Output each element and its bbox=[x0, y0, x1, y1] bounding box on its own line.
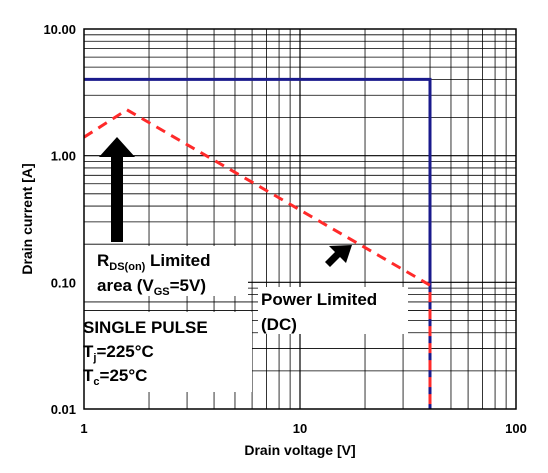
rds-label-line2: area (VGS=5V) bbox=[97, 276, 206, 298]
y-tick-label: 1.00 bbox=[51, 149, 76, 164]
plot-frame bbox=[83, 28, 517, 410]
y-tick-label: 0.10 bbox=[51, 275, 76, 290]
conditions-box bbox=[82, 312, 252, 392]
y-axis-ticks: 0.01 0.10 1.00 10.00 bbox=[43, 22, 76, 417]
y-tick-label: 0.01 bbox=[51, 402, 76, 417]
x-tick-label: 1 bbox=[80, 421, 87, 436]
rds-label-line1: RDS(on) Limited bbox=[97, 251, 211, 273]
power-label-line2: (DC) bbox=[261, 315, 297, 334]
series-line-power-limit bbox=[83, 108, 432, 409]
x-tick-label: 100 bbox=[505, 421, 527, 436]
power-limited-annotation: Power Limited (DC) bbox=[258, 245, 408, 334]
rds-label-box bbox=[84, 246, 248, 296]
power-arrow-icon bbox=[325, 245, 352, 267]
tc-label: Tc=25°C bbox=[83, 366, 147, 388]
x-axis-ticks: 1 10 100 bbox=[80, 421, 526, 436]
conditions-annotation: SINGLE PULSE Tj=225°C Tc=25°C bbox=[82, 312, 252, 392]
series-layer bbox=[83, 77, 432, 409]
x-axis-label: Drain voltage [V] bbox=[244, 442, 355, 458]
power-label-box bbox=[258, 287, 408, 334]
rds-limited-annotation: RDS(on) Limited area (VGS=5V) bbox=[84, 137, 248, 298]
power-label-line1: Power Limited bbox=[261, 290, 377, 309]
rds-arrow-icon bbox=[99, 137, 135, 242]
single-pulse-label: SINGLE PULSE bbox=[83, 318, 208, 337]
tj-label: Tj=225°C bbox=[83, 342, 154, 364]
x-tick-label: 10 bbox=[293, 421, 307, 436]
y-axis-label: Drain current [A] bbox=[19, 163, 35, 274]
y-tick-label: 10.00 bbox=[43, 22, 76, 37]
